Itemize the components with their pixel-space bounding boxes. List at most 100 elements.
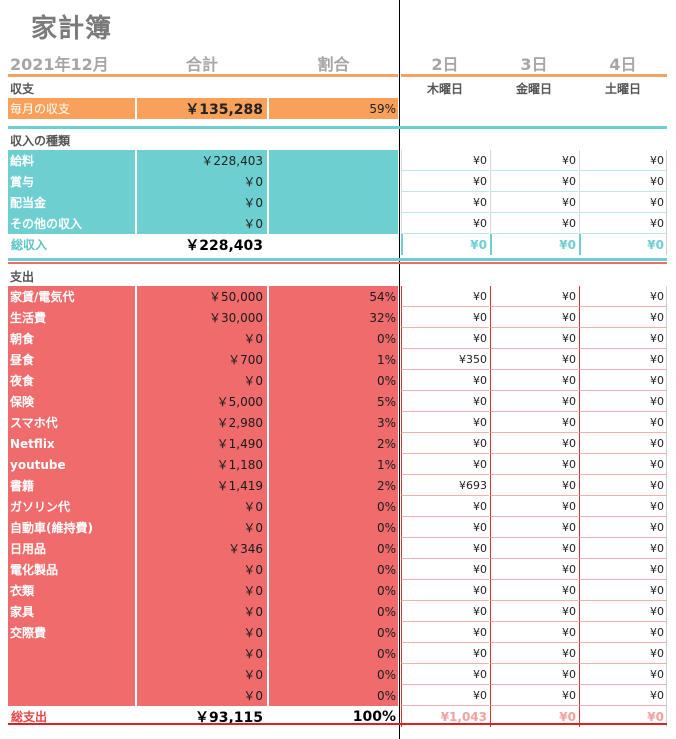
day-value[interactable]: ¥0 bbox=[490, 664, 578, 685]
expense-ratio[interactable]: 1% bbox=[269, 454, 398, 475]
day-value[interactable]: ¥0 bbox=[579, 454, 667, 475]
table-row[interactable]: 生活費 ￥30,000 32% ¥0 ¥0 ¥0 bbox=[0, 307, 676, 328]
expense-total[interactable]: ￥346 bbox=[137, 538, 267, 559]
table-row[interactable]: 賞与 ￥0 ¥0 ¥0 ¥0 bbox=[0, 171, 676, 192]
expense-total[interactable]: ￥0 bbox=[137, 580, 267, 601]
income-label[interactable]: 給料 bbox=[8, 150, 135, 171]
expense-total[interactable]: ￥1,490 bbox=[137, 433, 267, 454]
expense-ratio[interactable]: 0% bbox=[269, 664, 398, 685]
day-value[interactable]: ¥0 bbox=[490, 370, 578, 391]
expense-label[interactable]: スマホ代 bbox=[8, 412, 135, 433]
day-value[interactable]: ¥0 bbox=[579, 685, 667, 706]
day-value[interactable]: ¥0 bbox=[579, 517, 667, 538]
day-value[interactable]: ¥0 bbox=[579, 192, 667, 213]
day-value[interactable]: ¥0 bbox=[579, 643, 667, 664]
expense-ratio[interactable]: 0% bbox=[269, 601, 398, 622]
day-value[interactable]: ¥0 bbox=[490, 433, 578, 454]
day-value[interactable]: ¥0 bbox=[579, 349, 667, 370]
expense-ratio[interactable]: 0% bbox=[269, 580, 398, 601]
day-value[interactable]: ¥0 bbox=[401, 192, 489, 213]
day-value[interactable]: ¥0 bbox=[401, 643, 489, 664]
day-value[interactable]: ¥0 bbox=[579, 496, 667, 517]
day-value[interactable]: ¥0 bbox=[401, 213, 489, 234]
total-label[interactable]: 総支出 bbox=[11, 710, 48, 724]
day-value[interactable]: ¥0 bbox=[579, 433, 667, 454]
day-value[interactable]: ¥0 bbox=[401, 601, 489, 622]
day-value[interactable]: ¥0 bbox=[490, 412, 578, 433]
income-label[interactable]: 配当金 bbox=[8, 192, 135, 213]
expense-label[interactable]: 夜食 bbox=[8, 370, 135, 391]
total-value[interactable]: ￥93,115 bbox=[194, 709, 263, 726]
day-value[interactable]: ¥0 bbox=[401, 559, 489, 580]
table-row[interactable]: 夜食 ￥0 0% ¥0 ¥0 ¥0 bbox=[0, 370, 676, 391]
day-total[interactable]: ¥0 bbox=[401, 234, 489, 255]
income-total[interactable]: ￥228,403 bbox=[137, 150, 267, 171]
expense-total[interactable]: ￥50,000 bbox=[137, 286, 267, 307]
expense-label[interactable] bbox=[8, 643, 135, 664]
day-value[interactable]: ¥0 bbox=[490, 475, 578, 496]
table-row[interactable]: 日用品 ￥346 0% ¥0 ¥0 ¥0 bbox=[0, 538, 676, 559]
day-value[interactable]: ¥0 bbox=[579, 559, 667, 580]
ratio-header[interactable]: 割合 bbox=[317, 54, 350, 74]
table-row[interactable]: ￥0 0% ¥0 ¥0 ¥0 bbox=[0, 664, 676, 685]
expense-total[interactable]: ￥0 bbox=[137, 601, 267, 622]
table-row[interactable]: 朝食 ￥0 0% ¥0 ¥0 ¥0 bbox=[0, 328, 676, 349]
day-value[interactable]: ¥0 bbox=[579, 475, 667, 496]
day-total[interactable]: ¥0 bbox=[490, 706, 578, 727]
day-value[interactable]: ¥0 bbox=[579, 328, 667, 349]
expense-total[interactable]: ￥1,419 bbox=[137, 475, 267, 496]
expense-ratio[interactable]: 0% bbox=[269, 496, 398, 517]
expense-ratio[interactable]: 0% bbox=[269, 643, 398, 664]
table-row[interactable]: 配当金 ￥0 ¥0 ¥0 ¥0 bbox=[0, 192, 676, 213]
expense-label[interactable]: 衣類 bbox=[8, 580, 135, 601]
day-value[interactable]: ¥0 bbox=[579, 370, 667, 391]
income-ratio[interactable] bbox=[269, 213, 398, 234]
day-value[interactable]: ¥0 bbox=[579, 171, 667, 192]
table-row[interactable]: ￥0 0% ¥0 ¥0 ¥0 bbox=[0, 685, 676, 706]
expense-total[interactable]: ￥30,000 bbox=[137, 307, 267, 328]
day-value[interactable]: ¥0 bbox=[490, 496, 578, 517]
expense-total[interactable]: ￥0 bbox=[137, 685, 267, 706]
day-value[interactable]: ¥0 bbox=[490, 328, 578, 349]
day-value[interactable]: ¥0 bbox=[490, 559, 578, 580]
expense-total[interactable]: ￥2,980 bbox=[137, 412, 267, 433]
expense-ratio[interactable]: 0% bbox=[269, 370, 398, 391]
expense-total[interactable]: ￥1,180 bbox=[137, 454, 267, 475]
income-ratio[interactable] bbox=[269, 150, 398, 171]
expense-label[interactable]: 生活費 bbox=[8, 307, 135, 328]
day-value[interactable]: ¥0 bbox=[490, 286, 578, 307]
table-row[interactable]: 家具 ￥0 0% ¥0 ¥0 ¥0 bbox=[0, 601, 676, 622]
day-value[interactable]: ¥0 bbox=[401, 171, 489, 192]
day-value[interactable]: ¥0 bbox=[490, 685, 578, 706]
day-value[interactable]: ¥0 bbox=[401, 286, 489, 307]
expense-total[interactable]: ￥0 bbox=[137, 643, 267, 664]
day-value[interactable]: ¥0 bbox=[401, 433, 489, 454]
expense-label[interactable]: youtube bbox=[8, 454, 135, 475]
expense-total[interactable]: ￥700 bbox=[137, 349, 267, 370]
expense-total[interactable]: ￥0 bbox=[137, 328, 267, 349]
expense-total[interactable]: ￥0 bbox=[137, 664, 267, 685]
table-row[interactable]: 家賃/電気代 ￥50,000 54% ¥0 ¥0 ¥0 bbox=[0, 286, 676, 307]
expense-label[interactable]: 交際費 bbox=[8, 622, 135, 643]
balance-row[interactable]: 毎月の収支 ￥135,288 59% bbox=[0, 98, 676, 119]
day-value[interactable]: ¥0 bbox=[579, 213, 667, 234]
expense-ratio[interactable]: 0% bbox=[269, 622, 398, 643]
table-row[interactable]: 衣類 ￥0 0% ¥0 ¥0 ¥0 bbox=[0, 580, 676, 601]
table-row[interactable]: 書籍 ￥1,419 2% ¥693 ¥0 ¥0 bbox=[0, 475, 676, 496]
expense-ratio[interactable]: 5% bbox=[269, 391, 398, 412]
day-value[interactable]: ¥0 bbox=[579, 622, 667, 643]
day-value[interactable]: ¥0 bbox=[579, 580, 667, 601]
expense-ratio[interactable]: 0% bbox=[269, 328, 398, 349]
day-value[interactable]: ¥0 bbox=[579, 307, 667, 328]
table-row[interactable]: 電化製品 ￥0 0% ¥0 ¥0 ¥0 bbox=[0, 559, 676, 580]
table-row[interactable]: その他の収入 ￥0 ¥0 ¥0 ¥0 bbox=[0, 213, 676, 234]
day-value[interactable]: ¥0 bbox=[401, 412, 489, 433]
day-value[interactable]: ¥0 bbox=[401, 622, 489, 643]
table-row[interactable]: 自動車(維持費) ￥0 0% ¥0 ¥0 ¥0 bbox=[0, 517, 676, 538]
day-total[interactable]: ¥0 bbox=[490, 234, 578, 255]
day-value[interactable]: ¥0 bbox=[579, 601, 667, 622]
expense-label[interactable]: 昼食 bbox=[8, 349, 135, 370]
day-value[interactable]: ¥0 bbox=[401, 150, 489, 171]
expense-ratio[interactable]: 1% bbox=[269, 349, 398, 370]
expense-ratio[interactable]: 0% bbox=[269, 559, 398, 580]
